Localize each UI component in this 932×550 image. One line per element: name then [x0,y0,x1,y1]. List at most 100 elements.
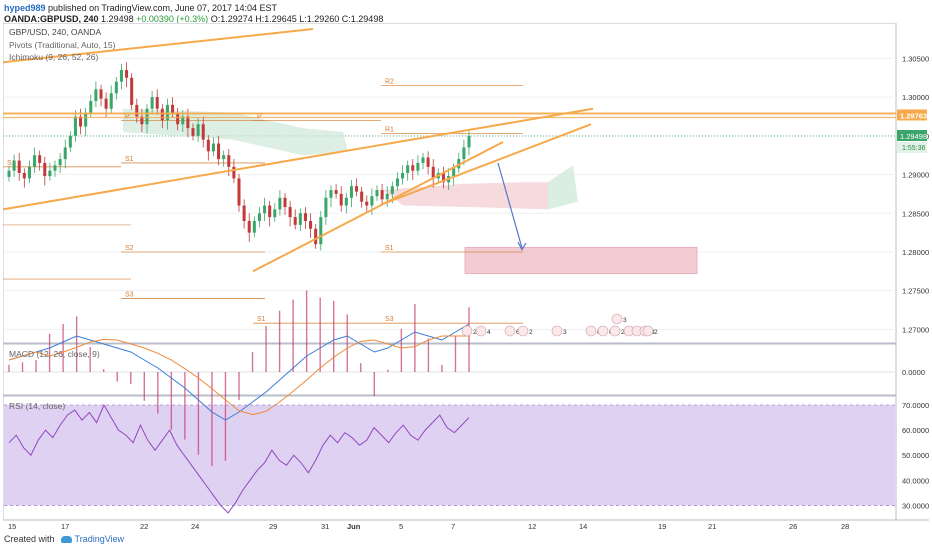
candle-body[interactable] [319,217,323,245]
candle-body[interactable] [79,116,83,127]
candle-body[interactable] [288,207,292,218]
economic-event-marker[interactable] [551,325,563,337]
candle-body[interactable] [395,178,399,187]
candle-body[interactable] [314,228,318,245]
economic-event-marker[interactable] [517,325,529,337]
candle-body[interactable] [334,190,338,194]
candle-body[interactable] [452,168,456,177]
candle-body[interactable] [27,166,31,179]
candle-body[interactable] [12,160,16,171]
candle-body[interactable] [38,155,42,163]
economic-event-marker[interactable] [585,325,597,337]
channel-trendline[interactable] [2,107,594,211]
candle-body[interactable] [252,221,256,233]
upper-trendline[interactable] [2,28,314,64]
candle-body[interactable] [125,70,129,78]
economic-event-marker[interactable] [504,325,516,337]
candle-body[interactable] [380,190,384,200]
candle-body[interactable] [268,205,272,218]
candle-body[interactable] [283,197,287,208]
candle-body[interactable] [191,128,195,136]
candle-body[interactable] [130,77,134,105]
candle-body[interactable] [48,170,52,177]
candle-body[interactable] [232,166,236,179]
candle-body[interactable] [63,147,67,160]
economic-event-marker[interactable] [609,325,621,337]
candle-body[interactable] [119,70,123,82]
candle-body[interactable] [242,205,246,221]
tradingview-link[interactable]: TradingView [74,534,125,544]
economic-event-marker[interactable] [461,325,473,337]
economic-event-marker[interactable] [597,325,609,337]
author-link[interactable]: hyped989 [4,3,46,13]
candle-body[interactable] [324,197,328,218]
legend-rsi[interactable]: RSI (14, close) [9,401,65,411]
candle-body[interactable] [370,196,374,206]
candle-body[interactable] [303,213,307,221]
candle-body[interactable] [217,143,221,160]
legend-pivots[interactable]: Pivots (Traditional, Auto, 15) [9,40,116,50]
candle-body[interactable] [58,159,62,166]
candle-body[interactable] [7,170,11,177]
candle-body[interactable] [84,112,88,127]
candle-body[interactable] [222,155,226,160]
rising-wedge-lower-line[interactable] [252,141,504,273]
candle-body[interactable] [206,139,210,152]
candle-body[interactable] [273,209,277,218]
candle-body[interactable] [17,160,21,173]
candle-body[interactable] [406,165,410,173]
candle-body[interactable] [278,197,282,210]
main-pane[interactable] [2,22,897,344]
candle-body[interactable] [94,89,98,101]
chart-area[interactable]: R2 R1 P P S1 S1 S2 S3 S1 S1 S3 0.0000 70.0000 60.00… [2,22,929,531]
candle-body[interactable] [89,101,93,113]
candle-body[interactable] [411,165,415,171]
candle-body[interactable] [426,157,430,167]
candle-body[interactable] [181,116,185,125]
candle-body[interactable] [68,135,72,148]
legend-macd[interactable]: MACD (12, 26, close, 9) [9,349,100,359]
candle-body[interactable] [344,197,348,206]
candle-body[interactable] [109,93,113,109]
candle-body[interactable] [421,157,425,163]
target-zone[interactable] [464,246,698,275]
candle-body[interactable] [355,186,359,192]
candle-body[interactable] [114,81,118,94]
candle-body[interactable] [145,108,149,125]
candle-body[interactable] [201,124,205,140]
candle-body[interactable] [150,97,154,109]
candle-body[interactable] [196,124,200,136]
candle-body[interactable] [365,201,369,206]
candle-body[interactable] [135,104,139,117]
economic-event-marker[interactable] [475,325,487,337]
candle-body[interactable] [309,221,313,229]
candle-body[interactable] [104,98,108,109]
candle-body[interactable] [99,89,103,99]
candle-body[interactable] [457,159,461,169]
candle-body[interactable] [176,112,180,125]
candle-body[interactable] [385,193,389,200]
candle-body[interactable] [462,147,466,160]
legend-ichimoku[interactable]: Ichimoku (9, 26, 52, 26) [9,52,98,62]
candle-body[interactable] [401,173,405,179]
candle-body[interactable] [186,116,190,129]
candle-body[interactable] [431,166,435,179]
candle-body[interactable] [293,217,297,225]
candle-body[interactable] [349,186,353,198]
candle-body[interactable] [390,186,394,194]
candle-body[interactable] [360,191,364,202]
macd-pane[interactable] [2,343,897,396]
candle-body[interactable] [375,190,379,197]
candle-body[interactable] [467,135,471,148]
candle-body[interactable] [257,213,261,221]
candle-body[interactable] [140,116,144,125]
candle-body[interactable] [211,143,215,152]
candle-body[interactable] [171,104,175,113]
candle-body[interactable] [53,165,57,171]
candle-body[interactable] [237,178,241,206]
candle-body[interactable] [441,173,445,183]
candle-body[interactable] [160,108,164,121]
candle-body[interactable] [416,162,420,171]
candle-body[interactable] [339,193,343,206]
rising-wedge-line[interactable] [382,123,592,205]
